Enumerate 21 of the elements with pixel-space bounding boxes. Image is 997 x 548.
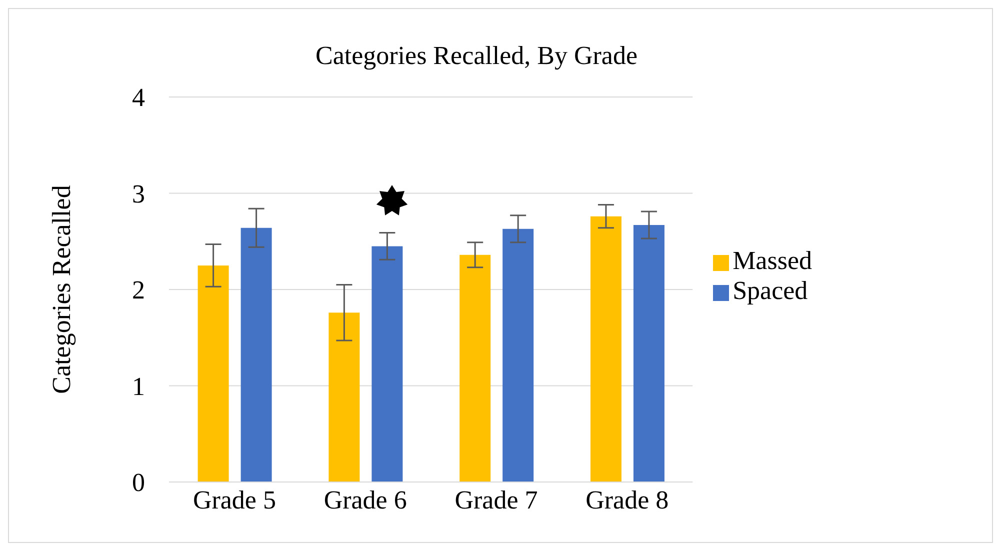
- y-tick-label: 2: [132, 276, 145, 305]
- bar: [502, 228, 534, 482]
- y-tick-label: 4: [132, 83, 145, 112]
- bar: [328, 312, 360, 482]
- y-tick-label: 3: [132, 179, 145, 208]
- y-axis-title: Categories Recalled: [47, 185, 76, 394]
- bar: [198, 265, 229, 482]
- legend-label: Spaced: [732, 276, 808, 304]
- x-tick-label: Grade 8: [586, 485, 669, 514]
- bar: [633, 225, 664, 482]
- legend-label: Massed: [732, 246, 812, 274]
- x-tick-label: Grade 6: [324, 485, 407, 514]
- bar: [240, 228, 272, 482]
- y-tick-label: 1: [132, 372, 145, 401]
- bar: [372, 246, 403, 482]
- bar: [590, 216, 622, 482]
- bar: [460, 254, 491, 482]
- x-tick-label: Grade 5: [192, 485, 276, 514]
- chart-title: Categories Recalled, By Grade: [314, 41, 638, 71]
- y-tick-label: 0: [132, 468, 145, 498]
- x-tick-label: Grade 7: [454, 485, 538, 514]
